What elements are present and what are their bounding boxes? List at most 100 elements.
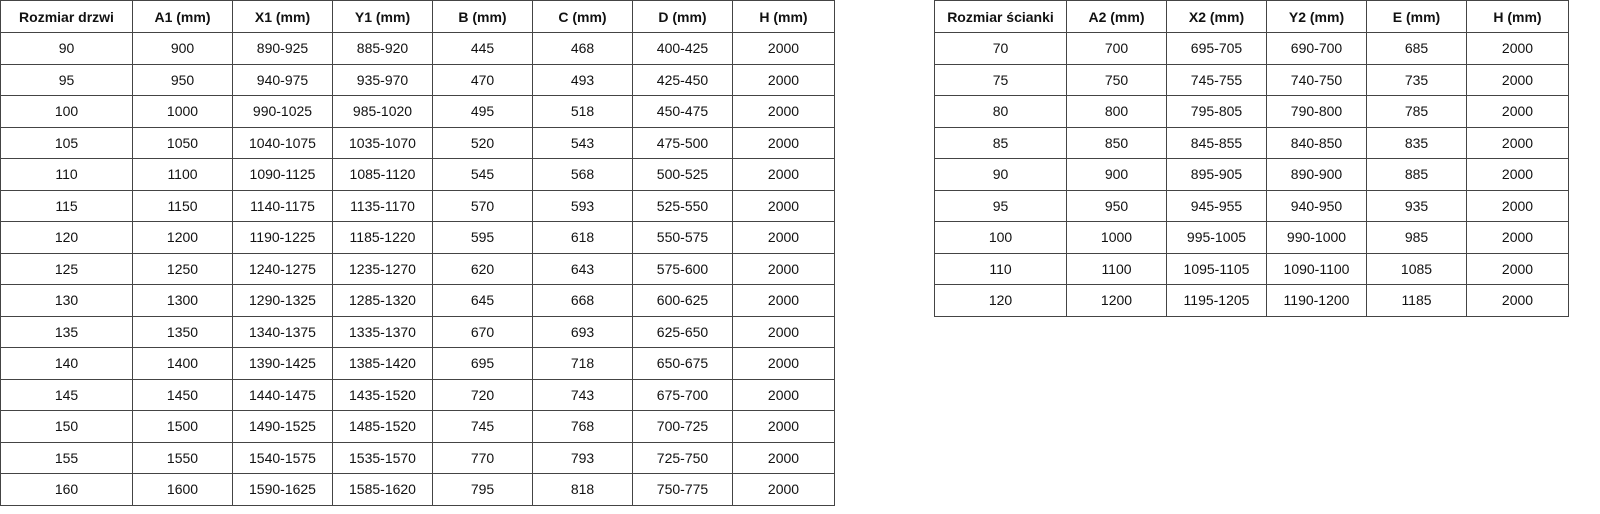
- table-cell: 2000: [732, 441, 835, 474]
- table-cell: 120: [0, 221, 133, 254]
- table-cell: 793: [532, 441, 633, 474]
- table-cell: 2000: [1466, 158, 1569, 191]
- column-header: Rozmiar ścianki: [934, 0, 1067, 33]
- table-cell: 1050: [132, 126, 233, 159]
- table-cell: 2000: [732, 95, 835, 128]
- table-cell: 2000: [1466, 63, 1569, 96]
- table-cell: 160: [0, 473, 133, 506]
- table-cell: 130: [0, 284, 133, 317]
- wall-dimensions-table: Rozmiar ścianki A2 (mm) X2 (mm) Y2 (mm) E (m…: [934, 0, 1569, 317]
- table-cell: 900: [1066, 158, 1167, 191]
- table-cell: 990-1025: [232, 95, 333, 128]
- table-cell: 718: [532, 347, 633, 380]
- table-cell: 70: [934, 32, 1067, 65]
- table-cell: 1340-1375: [232, 315, 333, 348]
- table-cell: 2000: [732, 410, 835, 443]
- table-cell: 995-1005: [1166, 221, 1267, 254]
- table-cell: 80: [934, 95, 1067, 128]
- table-cell: 890-925: [232, 32, 333, 65]
- table-cell: 1140-1175: [232, 189, 333, 222]
- table-row: 120 1200 1190-1225 1185-1220 595 618 550-575 20…: [0, 221, 835, 254]
- table-cell: 1240-1275: [232, 252, 333, 285]
- table-cell: 675-700: [632, 378, 733, 411]
- table-cell: 110: [0, 158, 133, 191]
- table-row: 110 1100 1095-1105 1090-1100 1085 2000: [934, 252, 1569, 285]
- table-cell: 818: [532, 473, 633, 506]
- table-row: 125 1250 1240-1275 1235-1270 620 643 575-600 20…: [0, 252, 835, 285]
- table-cell: 885: [1366, 158, 1467, 191]
- table-cell: 150: [0, 410, 133, 443]
- table-cell: 545: [432, 158, 533, 191]
- column-header: Y1 (mm): [332, 0, 433, 33]
- table-cell: 125: [0, 252, 133, 285]
- table-cell: 770: [432, 441, 533, 474]
- table-cell: 1485-1520: [332, 410, 433, 443]
- table-cell: 800: [1066, 95, 1167, 128]
- table-cell: 1190-1200: [1266, 284, 1367, 317]
- table-cell: 2000: [732, 473, 835, 506]
- table-cell: 645: [432, 284, 533, 317]
- table-cell: 520: [432, 126, 533, 159]
- table-cell: 668: [532, 284, 633, 317]
- table-cell: 525-550: [632, 189, 733, 222]
- table-cell: 840-850: [1266, 126, 1367, 159]
- column-header: A1 (mm): [132, 0, 233, 33]
- table-cell: 790-800: [1266, 95, 1367, 128]
- table-cell: 1440-1475: [232, 378, 333, 411]
- table-cell: 795-805: [1166, 95, 1267, 128]
- table-cell: 470: [432, 63, 533, 96]
- table-cell: 595: [432, 221, 533, 254]
- table-cell: 2000: [732, 126, 835, 159]
- table-cell: 550-575: [632, 221, 733, 254]
- table-cell: 685: [1366, 32, 1467, 65]
- table-cell: 1400: [132, 347, 233, 380]
- table-cell: 1335-1370: [332, 315, 433, 348]
- table-cell: 845-855: [1166, 126, 1267, 159]
- table-cell: 593: [532, 189, 633, 222]
- table-cell: 495: [432, 95, 533, 128]
- table-cell: 2000: [732, 284, 835, 317]
- table-cell: 95: [0, 63, 133, 96]
- table-cell: 1300: [132, 284, 233, 317]
- table-cell: 140: [0, 347, 133, 380]
- table-row: 100 1000 990-1025 985-1020 495 518 450-475 2000: [0, 95, 835, 128]
- table-cell: 1000: [132, 95, 233, 128]
- table-cell: 1285-1320: [332, 284, 433, 317]
- header-row: Rozmiar ścianki A2 (mm) X2 (mm) Y2 (mm) E (m…: [934, 0, 1569, 33]
- table-cell: 745-755: [1166, 63, 1267, 96]
- column-header: X2 (mm): [1166, 0, 1267, 33]
- table-cell: 120: [934, 284, 1067, 317]
- table-cell: 543: [532, 126, 633, 159]
- table-cell: 1200: [1066, 284, 1167, 317]
- table-cell: 1290-1325: [232, 284, 333, 317]
- table-cell: 450-475: [632, 95, 733, 128]
- table-cell: 1500: [132, 410, 233, 443]
- table-cell: 1100: [1066, 252, 1167, 285]
- table-cell: 695: [432, 347, 533, 380]
- table-cell: 1390-1425: [232, 347, 333, 380]
- table-row: 70 700 695-705 690-700 685 2000: [934, 32, 1569, 65]
- table-cell: 750-775: [632, 473, 733, 506]
- table-cell: 85: [934, 126, 1067, 159]
- table-cell: 895-905: [1166, 158, 1267, 191]
- table-cell: 2000: [732, 315, 835, 348]
- table-cell: 768: [532, 410, 633, 443]
- table-cell: 950: [132, 63, 233, 96]
- table-row: 135 1350 1340-1375 1335-1370 670 693 625-650 20…: [0, 315, 835, 348]
- table-cell: 2000: [1466, 252, 1569, 285]
- table-cell: 1540-1575: [232, 441, 333, 474]
- table-cell: 2000: [732, 378, 835, 411]
- table-cell: 155: [0, 441, 133, 474]
- table-cell: 1190-1225: [232, 221, 333, 254]
- table-cell: 735: [1366, 63, 1467, 96]
- table-cell: 2000: [1466, 126, 1569, 159]
- table-cell: 1185: [1366, 284, 1467, 317]
- table-cell: 950: [1066, 189, 1167, 222]
- table-cell: 1435-1520: [332, 378, 433, 411]
- table-cell: 1095-1105: [1166, 252, 1267, 285]
- table-cell: 475-500: [632, 126, 733, 159]
- table-cell: 720: [432, 378, 533, 411]
- table-cell: 100: [0, 95, 133, 128]
- table-row: 100 1000 995-1005 990-1000 985 2000: [934, 221, 1569, 254]
- table-row: 145 1450 1440-1475 1435-1520 720 743 675-700 20…: [0, 378, 835, 411]
